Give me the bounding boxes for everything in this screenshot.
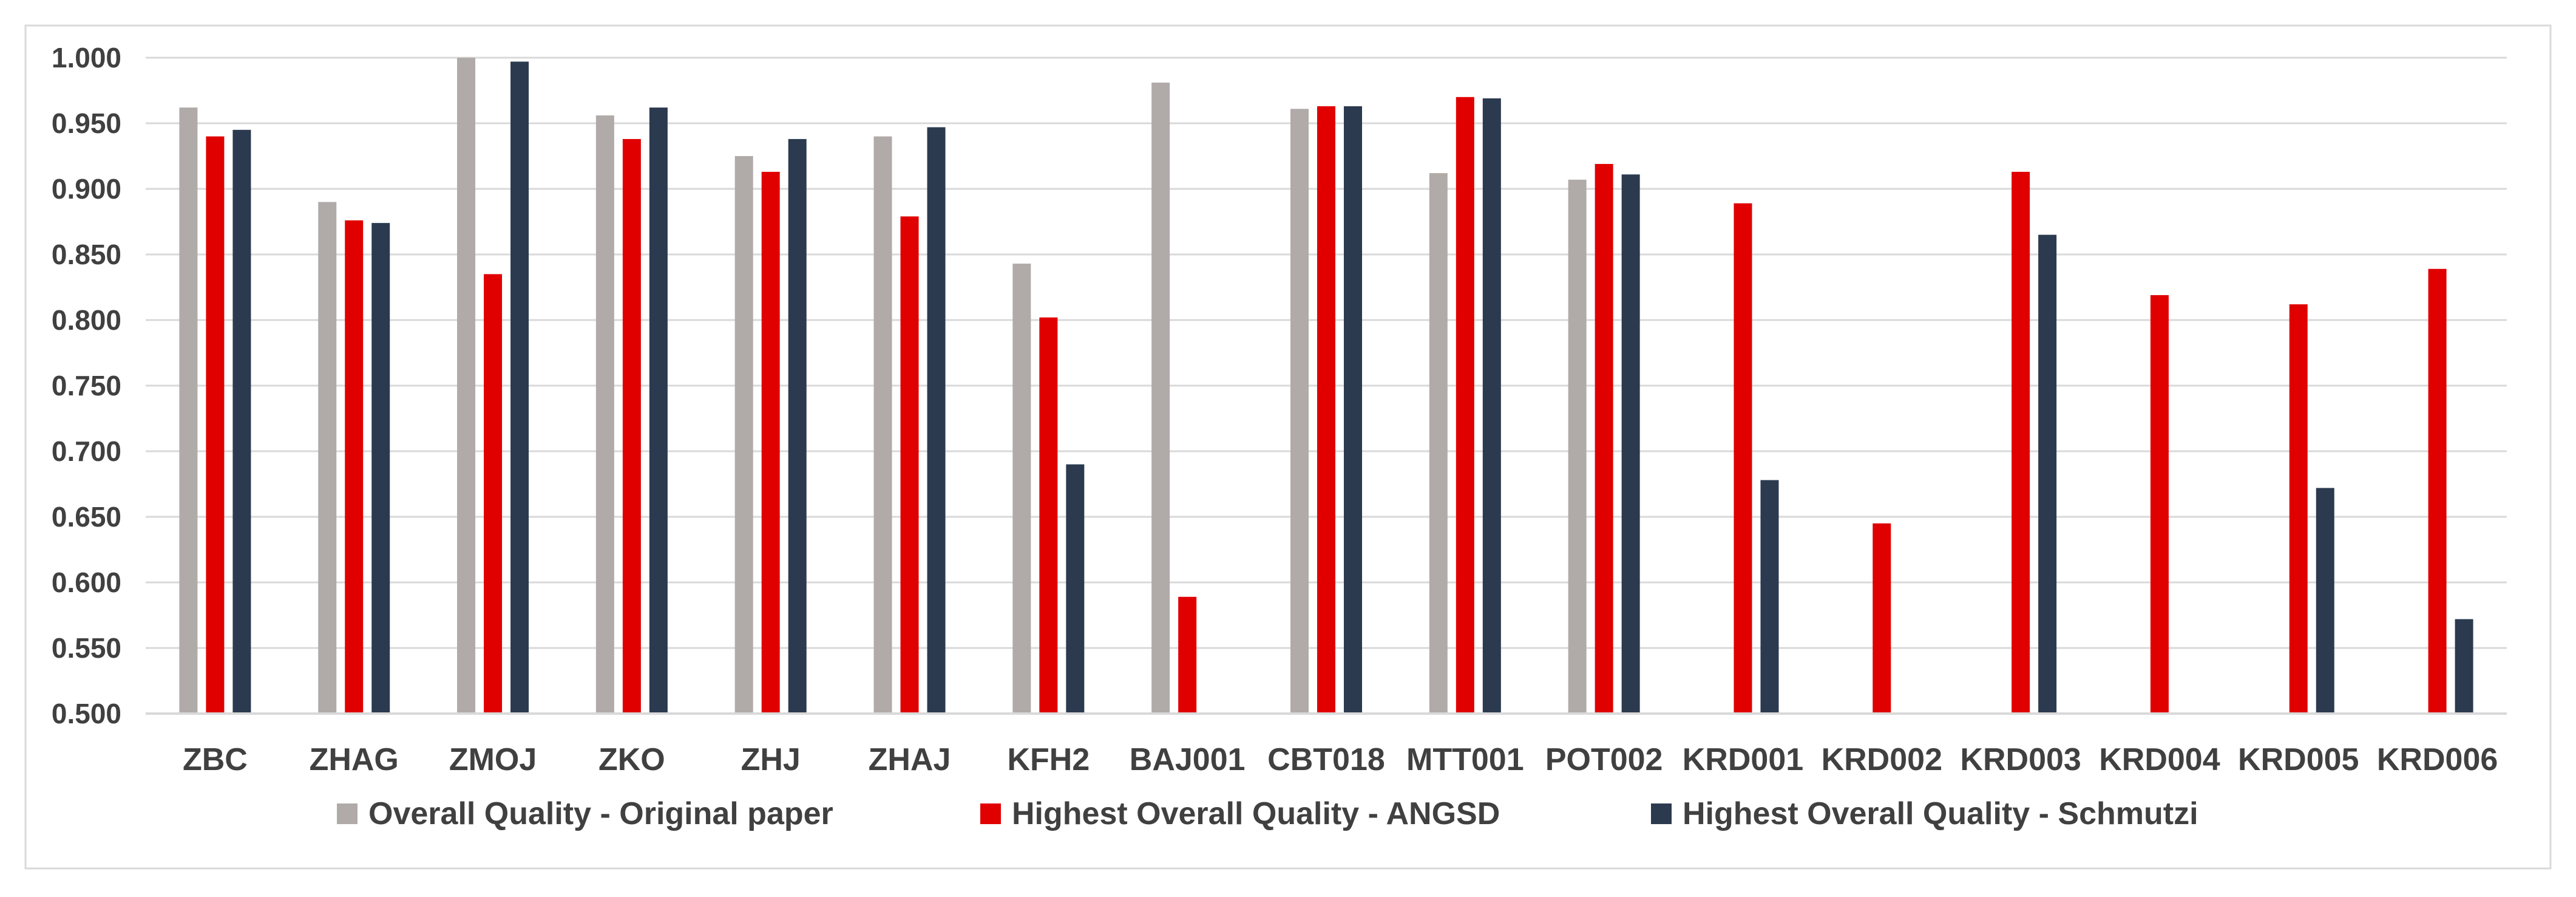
bar-zhj-series-1	[734, 156, 753, 714]
bar-krd006-series-2	[2428, 268, 2447, 714]
bar-mtt001-series-3	[1482, 98, 1501, 714]
y-tick-label: 0.600	[52, 567, 121, 598]
bar-mtt001-series-1	[1429, 173, 1448, 714]
legend-label: Overall Quality - Original paper	[368, 796, 833, 831]
y-tick-label: 0.850	[52, 239, 121, 270]
x-tick-label: KRD003	[1960, 742, 2081, 777]
x-tick-label: KRD005	[2238, 742, 2359, 777]
y-tick-label: 0.750	[52, 370, 121, 401]
bar-zhaj-series-3	[927, 127, 946, 714]
bar-zhag-series-1	[318, 202, 337, 714]
bar-krd001-series-2	[1734, 203, 1752, 714]
x-tick-label: ZMOJ	[449, 742, 537, 777]
legend-label: Highest Overall Quality - ANGSD	[1012, 796, 1500, 831]
bar-zhag-series-2	[345, 220, 364, 714]
x-tick-label: CBT018	[1267, 742, 1385, 777]
bar-kfh2-series-1	[1012, 264, 1031, 714]
bar-pot002-series-3	[1621, 174, 1640, 714]
x-tick-label: ZHJ	[741, 742, 801, 777]
bar-zhag-series-3	[371, 223, 390, 714]
bar-zhj-series-2	[761, 171, 780, 714]
x-tick-label: KRD001	[1683, 742, 1803, 777]
y-tick-label: 0.950	[52, 107, 121, 139]
x-tick-label: ZHAG	[310, 742, 399, 777]
bar-mtt001-series-2	[1456, 97, 1474, 714]
bar-baj001-series-2	[1178, 596, 1197, 714]
x-tick-label: ZHAJ	[869, 742, 951, 777]
y-tick-label: 0.500	[52, 698, 121, 729]
bar-zmoj-series-3	[510, 61, 529, 714]
bar-zbc-series-3	[232, 129, 251, 714]
bar-krd005-series-2	[2289, 304, 2308, 714]
bar-baj001-series-1	[1151, 83, 1170, 714]
bar-zhj-series-3	[788, 138, 807, 714]
chart-border	[24, 24, 2552, 870]
bar-pot002-series-1	[1568, 179, 1587, 714]
bar-krd005-series-3	[2316, 488, 2334, 714]
bar-krd003-series-3	[2038, 234, 2057, 714]
x-tick-label: MTT001	[1406, 742, 1524, 777]
bar-krd001-series-3	[1760, 480, 1779, 714]
bar-zmoj-series-2	[484, 274, 503, 714]
bar-zko-series-1	[595, 115, 614, 714]
bar-zmoj-series-1	[457, 58, 476, 714]
y-tick-label: 0.550	[52, 632, 121, 664]
x-tick-label: KRD006	[2377, 742, 2498, 777]
bar-pot002-series-2	[1595, 163, 1613, 714]
bar-krd004-series-2	[2150, 295, 2169, 714]
y-tick-label: 0.650	[52, 501, 121, 533]
legend-swatch	[1651, 803, 1672, 824]
x-tick-label: ZKO	[598, 742, 665, 777]
legend-label: Highest Overall Quality - Schmutzi	[1683, 796, 2198, 831]
y-tick-label: 0.800	[52, 304, 121, 336]
y-tick-label: 0.700	[52, 435, 121, 467]
legend-swatch	[337, 803, 358, 824]
bar-cbt018-series-1	[1290, 109, 1309, 714]
x-tick-label: ZBC	[183, 742, 248, 777]
bar-zko-series-3	[649, 107, 668, 714]
bar-zko-series-2	[622, 138, 641, 714]
y-tick-label: 1.000	[52, 42, 121, 73]
legend-swatch	[980, 803, 1001, 824]
bar-zbc-series-1	[179, 107, 198, 714]
bar-krd003-series-2	[2012, 171, 2030, 714]
x-tick-label: KRD004	[2099, 742, 2220, 777]
x-tick-label: BAJ001	[1130, 742, 1246, 777]
y-tick-label: 0.900	[52, 173, 121, 205]
x-tick-label: POT002	[1545, 742, 1663, 777]
bar-cbt018-series-3	[1344, 106, 1362, 714]
x-tick-label: KRD002	[1822, 742, 1942, 777]
x-tick-label: KFH2	[1007, 742, 1090, 777]
bar-krd002-series-2	[1873, 523, 1891, 714]
bar-zbc-series-2	[206, 136, 225, 714]
bar-kfh2-series-3	[1066, 464, 1085, 714]
bar-cbt018-series-2	[1317, 106, 1335, 714]
bar-krd006-series-3	[2455, 619, 2473, 714]
bar-zhaj-series-1	[873, 136, 892, 714]
bar-kfh2-series-2	[1039, 317, 1058, 714]
bar-zhaj-series-2	[900, 216, 919, 714]
